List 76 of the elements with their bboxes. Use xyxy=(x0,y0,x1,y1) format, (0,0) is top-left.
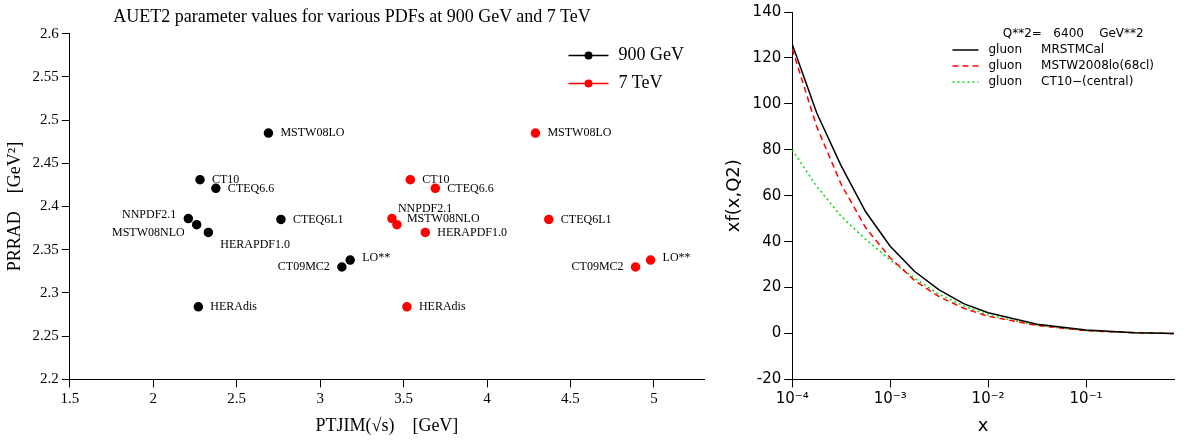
x-tick-label: 10⁻² xyxy=(971,389,1005,408)
y-tick-label: -20 xyxy=(756,369,782,388)
x-tick-label: 4 xyxy=(483,390,492,407)
point xyxy=(183,213,194,224)
annotation: MSTW08NLO xyxy=(112,224,185,239)
x-tick-label: 4.5 xyxy=(561,390,580,407)
annotation: LO** xyxy=(362,250,391,265)
point xyxy=(337,262,347,272)
legend-label: gluon CT10−(central) xyxy=(988,74,1134,89)
point xyxy=(405,174,416,185)
y-tick-label: 2.4 xyxy=(40,197,60,214)
legend-label: gluon MSTW2008lo(68cl) xyxy=(988,58,1155,73)
point xyxy=(263,128,274,138)
point xyxy=(195,174,205,185)
point xyxy=(193,302,204,312)
y-tick-label: 2.55 xyxy=(32,67,59,84)
annotation: HERAdis xyxy=(418,298,466,313)
annotation: CT09MC2 xyxy=(277,259,330,274)
x-tick-label: 10⁻³ xyxy=(873,389,907,408)
y-tick-label: 80 xyxy=(762,139,782,158)
y-tick-label: 2.5 xyxy=(40,110,59,127)
y-tick-label: 2.6 xyxy=(40,24,60,41)
x-axis-title: PTJIM(√s) [GeV] xyxy=(315,414,459,436)
point xyxy=(645,255,656,265)
point xyxy=(211,183,221,194)
point xyxy=(402,302,412,312)
point xyxy=(387,213,397,224)
x-tick-label: 3.5 xyxy=(394,390,413,407)
point xyxy=(203,227,214,238)
y-tick-label: 2.45 xyxy=(32,154,59,171)
x-tick-label: 2.5 xyxy=(227,390,247,407)
point xyxy=(430,183,441,194)
annotation: HERAdis xyxy=(210,298,258,313)
annotation: CTEQ6L1 xyxy=(292,211,344,226)
annotation: HERAPDF1.0 xyxy=(437,224,507,239)
legend-label: 7 TeV xyxy=(618,72,663,93)
annotation: CTEQ6L1 xyxy=(560,211,612,226)
annotation: HERAPDF1.0 xyxy=(220,236,291,251)
x-tick-label: 1.5 xyxy=(60,390,80,407)
x-tick-label: 5 xyxy=(650,390,658,407)
x-tick-label: 10⁻⁴ xyxy=(775,389,809,408)
y-axis-title: PRRAD [GeV²] xyxy=(3,141,24,272)
y-tick-label: 120 xyxy=(752,47,782,66)
y-tick-label: 2.3 xyxy=(40,283,59,300)
y-tick-label: 40 xyxy=(762,231,782,250)
annotation: MSTW08LO xyxy=(280,125,345,140)
point xyxy=(530,128,541,138)
y-tick-label: 2.2 xyxy=(40,370,59,387)
point xyxy=(420,227,431,238)
point xyxy=(276,214,286,225)
annotation: NNPDF2.1 xyxy=(121,206,177,221)
x-tick-label: 2 xyxy=(149,390,158,407)
point xyxy=(544,214,554,225)
annotation: MSTW08LO xyxy=(547,125,612,140)
y-tick-label: 2.35 xyxy=(32,240,59,257)
legend-title: Q**2= 6400 GeV**2 xyxy=(1002,26,1144,41)
legend-label: gluon MRSTMCal xyxy=(988,42,1105,57)
point xyxy=(392,219,402,230)
annotation: NNPDF2.1 xyxy=(397,200,453,215)
chart-title: AUET2 parameter values for various PDFs at 900 GeV and 7 TeV xyxy=(113,5,591,26)
y-tick-label: 140 xyxy=(752,1,782,20)
y-tick-label: 2.25 xyxy=(32,327,59,344)
x-axis-title: x xyxy=(977,413,989,435)
point xyxy=(191,219,202,230)
x-tick-label: 3 xyxy=(316,390,324,407)
x-tick-label: 10⁻¹ xyxy=(1069,389,1103,408)
y-tick-label: 100 xyxy=(752,93,782,112)
y-tick-label: 20 xyxy=(762,277,782,296)
y-tick-label: 0 xyxy=(771,323,782,342)
annotation: LO** xyxy=(662,250,691,265)
point xyxy=(630,262,641,272)
y-tick-label: 60 xyxy=(762,185,782,204)
legend-label: 900 GeV xyxy=(618,44,685,65)
annotation: CT09MC2 xyxy=(571,259,624,274)
y-axis-title: xf(x,Q2) xyxy=(722,159,744,233)
point xyxy=(345,255,355,265)
